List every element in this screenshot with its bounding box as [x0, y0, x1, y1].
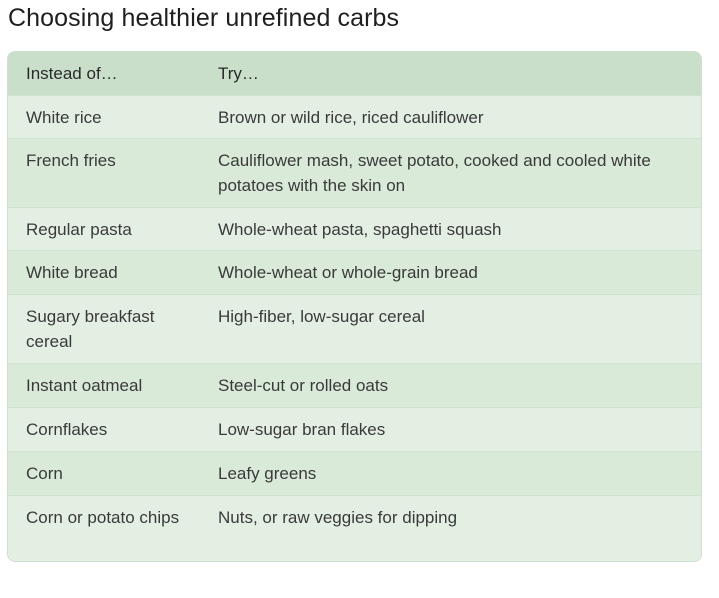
table-row: White bread Whole-wheat or whole-grain b…: [8, 249, 701, 294]
instead-of-cell: Corn or potato chips: [8, 494, 200, 561]
try-cell: Brown or wild rice, riced cauliflower: [200, 94, 701, 138]
try-cell: Whole-wheat or whole-grain bread: [200, 249, 701, 294]
try-cell: Steel-cut or rolled oats: [200, 362, 701, 407]
instead-of-cell: Sugary breakfast cereal: [8, 293, 200, 363]
try-cell: Cauliflower mash, sweet potato, cooked a…: [200, 137, 701, 207]
instead-of-cell: Regular pasta: [8, 206, 200, 250]
column-header-try: Try…: [200, 52, 701, 95]
table-row: French fries Cauliflower mash, sweet pot…: [8, 137, 701, 207]
try-cell: Low-sugar bran flakes: [200, 406, 701, 451]
carbs-table-container: Instead of… Try… White rice Brown or wil…: [7, 51, 702, 562]
try-cell: Leafy greens: [200, 450, 701, 495]
instead-of-cell: White rice: [8, 94, 200, 138]
page-title: Choosing healthier unrefined carbs: [8, 4, 400, 32]
table-row: Corn or potato chips Nuts, or raw veggie…: [8, 494, 701, 561]
try-cell: Nuts, or raw veggies for dipping: [200, 494, 701, 561]
try-cell: Whole-wheat pasta, spaghetti squash: [200, 206, 701, 250]
column-header-instead-of: Instead of…: [8, 52, 200, 95]
instead-of-cell: Instant oatmeal: [8, 362, 200, 407]
instead-of-cell: Corn: [8, 450, 200, 495]
table-row: Sugary breakfast cereal High-fiber, low-…: [8, 293, 701, 363]
table-row: Instant oatmeal Steel-cut or rolled oats: [8, 362, 701, 407]
table-row: Regular pasta Whole-wheat pasta, spaghet…: [8, 206, 701, 250]
instead-of-cell: Cornflakes: [8, 406, 200, 451]
instead-of-cell: French fries: [8, 137, 200, 207]
table-header-row: Instead of… Try…: [8, 52, 701, 95]
try-cell: High-fiber, low-sugar cereal: [200, 293, 701, 363]
carbs-table: Instead of… Try… White rice Brown or wil…: [8, 52, 701, 561]
table-row: Corn Leafy greens: [8, 450, 701, 495]
instead-of-cell: White bread: [8, 249, 200, 294]
table-row: Cornflakes Low-sugar bran flakes: [8, 406, 701, 451]
table-row: White rice Brown or wild rice, riced cau…: [8, 94, 701, 138]
